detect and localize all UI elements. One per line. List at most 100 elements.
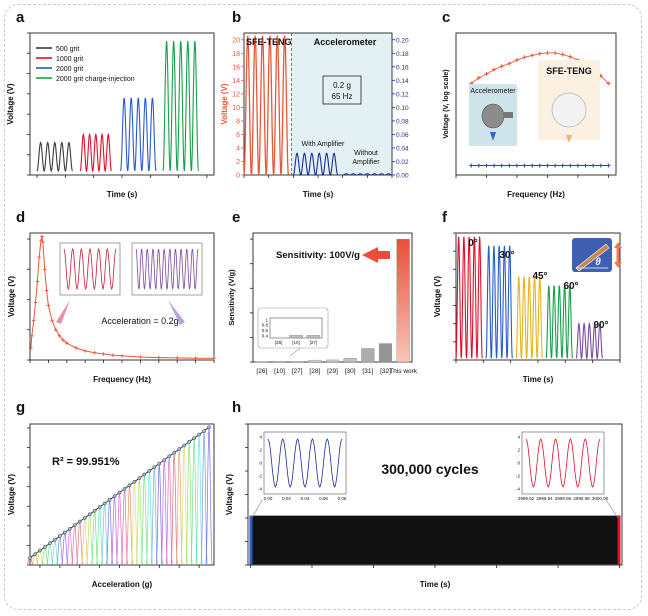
cycle-inset-0	[263, 431, 347, 495]
response-waveform	[195, 434, 203, 565]
data-point	[57, 534, 62, 538]
teng-label: SFE-TENG	[246, 37, 292, 47]
y-tick-label: 18	[232, 51, 240, 58]
response-waveform	[155, 463, 163, 565]
bar	[343, 358, 357, 363]
response-waveform	[66, 528, 74, 565]
accelerometer-photo-label: Accelerometer	[470, 88, 516, 95]
bar	[361, 348, 375, 363]
response-waveform	[81, 517, 89, 565]
inset-x-tick-label: 0.02	[282, 496, 291, 501]
panel-letter-d: d	[16, 209, 25, 226]
response-waveform	[111, 496, 118, 565]
panel-letter-e: e	[232, 209, 240, 226]
inset-y-tick-label: 4	[259, 435, 262, 440]
response-waveform	[190, 438, 198, 565]
y-axis-label: Sensitivity (V/g)	[227, 269, 236, 326]
x-tick-label: [26]	[256, 368, 267, 375]
response-waveform	[170, 452, 178, 565]
y-tick-label: 6	[236, 132, 240, 139]
data-point	[152, 465, 157, 470]
response-waveform	[131, 481, 138, 565]
x-tick-label: [27]	[292, 368, 303, 375]
angle-label: 0°	[468, 238, 478, 249]
x-axis-label: Acceleration (g)	[92, 580, 153, 589]
inset-x-tick-label: [26]	[275, 340, 283, 345]
series-line-1	[79, 132, 112, 173]
bar	[308, 359, 322, 363]
data-point	[53, 537, 57, 542]
angle-label: 30°	[499, 250, 514, 261]
data-point	[167, 454, 172, 459]
x-axis-label: Frequency (Hz)	[507, 190, 565, 199]
y2-tick-label: 0.14	[396, 78, 409, 85]
x-axis-label: Time (s)	[107, 190, 138, 199]
without-amplifier-label: Amplifier	[352, 159, 380, 166]
pointer-arrow-icon	[168, 300, 185, 325]
condition-freq: 65 Hz	[332, 92, 353, 101]
x-tick-label: [30]	[345, 368, 356, 375]
response-waveform	[141, 474, 148, 565]
inset-x-tick-label: [10]	[292, 340, 300, 345]
angle-label: 45°	[532, 271, 547, 282]
data-point	[67, 526, 72, 531]
x-tick-label: [31]	[362, 368, 373, 375]
response-waveform	[185, 441, 193, 565]
response-waveform	[126, 485, 133, 565]
y-axis-label: Voltage (V)	[220, 83, 229, 125]
data-point	[48, 541, 52, 546]
panel-letter-a: a	[16, 9, 25, 26]
series-line-0	[455, 236, 483, 359]
response-waveform	[86, 514, 94, 565]
tilted-device-icon	[575, 243, 610, 272]
bar	[378, 343, 393, 363]
inset-x-tick-label: 2999.98	[573, 496, 590, 501]
response-waveform	[56, 534, 64, 565]
inset-y-tick-label: 0.4	[262, 333, 269, 338]
data-point	[207, 425, 211, 430]
y-tick-label: 16	[232, 64, 240, 71]
series-line-0	[36, 141, 73, 173]
waveform-inset-0	[59, 242, 121, 296]
cycles-annotation: 300,000 cycles	[381, 461, 479, 477]
data-point	[28, 555, 32, 560]
series-line-3	[545, 285, 573, 359]
data-point	[62, 530, 67, 535]
y2-tick-label: 0.02	[396, 159, 409, 166]
response-waveform	[96, 506, 103, 565]
bar	[396, 238, 410, 363]
y-axis-label: Voltage (V)	[433, 276, 442, 318]
data-point	[202, 429, 206, 433]
accelerometer-label: Accelerometer	[314, 37, 377, 47]
y2-tick-label: 0.18	[396, 51, 409, 58]
inset-pointer	[289, 347, 301, 357]
response-waveform	[150, 467, 158, 565]
inset-bar	[306, 335, 321, 339]
inset-y-tick-label: -2	[516, 474, 520, 479]
response-waveform	[91, 510, 98, 565]
y2-tick-label: 0.16	[396, 64, 409, 71]
y-tick-label: 10	[232, 105, 240, 112]
y2-tick-label: 0.10	[396, 105, 409, 112]
teng-disc-icon	[551, 92, 587, 128]
inset-y-tick-label: 4	[517, 435, 520, 440]
inset-x-tick-label: 2999.96	[555, 496, 572, 501]
x-axis-label: Time (s)	[420, 580, 451, 589]
inset-x-tick-label: [27]	[310, 340, 318, 345]
end-marker	[617, 515, 621, 565]
y2-tick-label: 0.12	[396, 91, 409, 98]
inset-y-tick-label: 0	[259, 461, 262, 466]
y-axis-label: Voltage (V)	[7, 474, 16, 516]
inset-x-tick-label: 0.00	[264, 496, 273, 501]
x-tick-label: [10]	[274, 368, 285, 375]
inset-y-tick-label: -4	[258, 487, 262, 492]
x-tick-label: [28]	[309, 368, 320, 375]
data-point	[102, 501, 107, 506]
data-point	[87, 512, 92, 517]
y2-tick-label: 0.04	[396, 145, 409, 152]
legend-entry: 1000 grit	[56, 56, 83, 63]
inset-waveform	[63, 247, 117, 291]
response-waveform	[61, 532, 69, 565]
series-line-2	[120, 97, 157, 172]
inset-y-tick-label: 2	[517, 448, 520, 453]
